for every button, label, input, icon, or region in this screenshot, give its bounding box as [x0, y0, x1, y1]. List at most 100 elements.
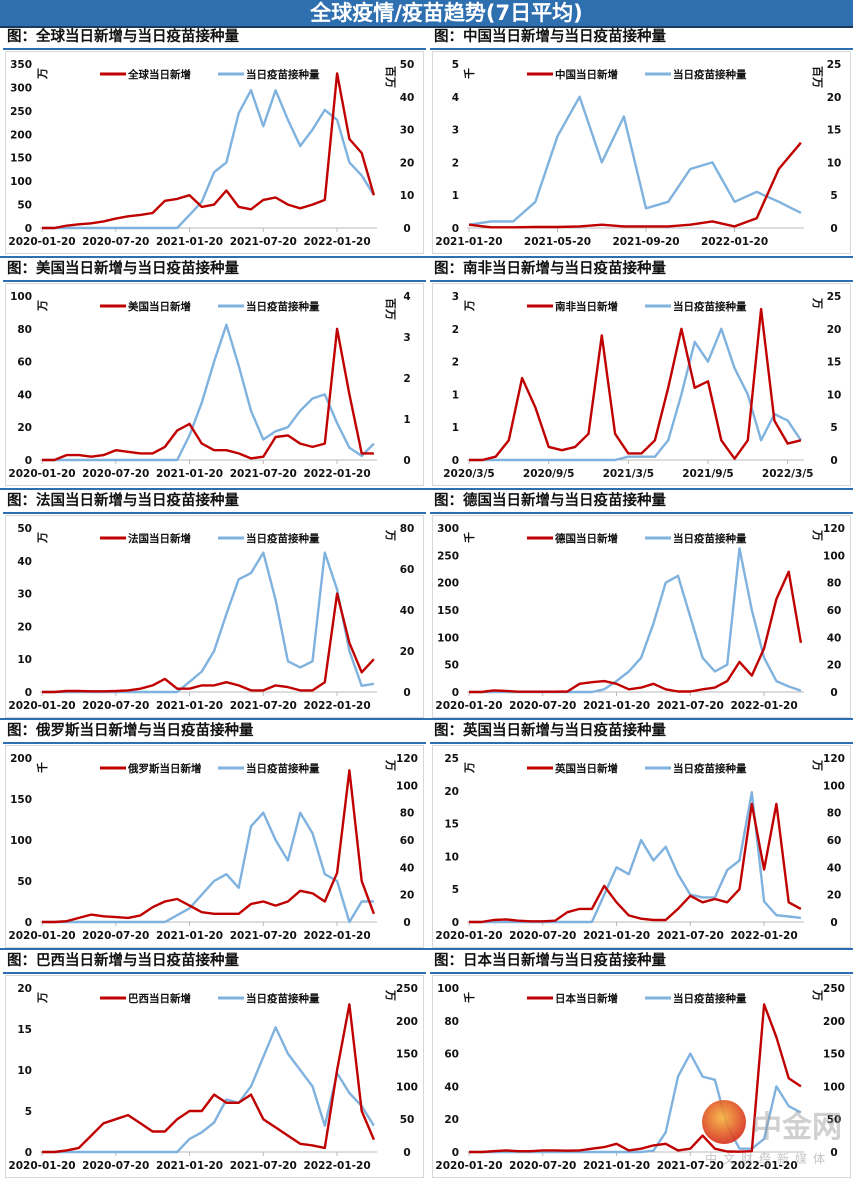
legend-label-cases: 英国当日新增 [554, 762, 618, 775]
chart-panel: 图：德国当日新增与当日疫苗接种量 2020-01-20 2020-07-20 2021… [430, 492, 853, 722]
legend-label-cases: 德国当日新增 [554, 532, 618, 545]
right-unit-label: 百万 [811, 66, 824, 88]
x-tick-label: 2021/9/5 [682, 468, 734, 480]
right-tick-label: 100 [396, 1081, 418, 1093]
x-tick-label: 2021-01-20 [156, 468, 223, 480]
left-tick-label: 25 [444, 753, 459, 765]
right-tick-label: 0 [403, 223, 410, 235]
chart-panel: 图：俄罗斯当日新增与当日疫苗接种量 2020-01-20 2020-07-20 202… [3, 722, 426, 952]
x-tick-label: 2021-01-20 [583, 700, 650, 712]
right-tick-label: 15 [827, 357, 842, 369]
right-unit-label: 百万 [384, 66, 397, 88]
x-tick-label: 2022-01-20 [730, 1160, 797, 1172]
x-tick-label: 2021/3/5 [603, 468, 655, 480]
left-tick-label: 100 [10, 176, 32, 188]
right-unit-label: 万 [811, 297, 824, 309]
x-tick-label: 2022-01-20 [303, 700, 370, 712]
left-unit-label: 千 [35, 762, 48, 775]
cases-series-line [469, 307, 802, 462]
legend-label-cases: 中国当日新增 [555, 68, 618, 81]
right-tick-label: 120 [823, 753, 845, 765]
cases-series-line [468, 141, 802, 229]
left-tick-label: 300 [10, 82, 32, 94]
right-tick-label: 50 [400, 1114, 415, 1126]
left-tick-label: 0 [25, 455, 32, 467]
x-tick-label: 2020-01-20 [8, 700, 75, 712]
right-tick-label: 20 [400, 646, 415, 658]
left-tick-label: 5 [25, 1106, 32, 1118]
x-tick-label: 2021-01-20 [156, 236, 223, 248]
left-tick-label: 3 [452, 291, 459, 303]
left-tick-label: 20 [444, 786, 459, 798]
right-tick-label: 0 [830, 455, 837, 467]
right-tick-label: 20 [827, 890, 842, 902]
chart-title: 图：法国当日新增与当日疫苗接种量 [7, 493, 239, 509]
chart-area: 2020-01-20 2020-07-20 2021-01-20 2021-07-20… [5, 515, 424, 718]
right-tick-label: 10 [827, 389, 842, 401]
title-underline [3, 972, 426, 974]
right-unit-label: 万 [384, 759, 397, 771]
chart-svg: 2020-01-20 2020-07-20 2021-01-20 2021-07-20… [8, 753, 418, 942]
x-tick-label: 2021-09-20 [612, 236, 679, 248]
left-tick-label: 200 [10, 129, 32, 141]
right-tick-label: 80 [827, 578, 842, 590]
x-tick-label: 2021-01-20 [156, 700, 223, 712]
legend-label-vaccine: 当日疫苗接种量 [246, 300, 320, 313]
chart-panel: 图：全球当日新增与当日疫苗接种量 2020-01-20 2020-07-20 2021… [3, 28, 426, 258]
right-tick-label: 0 [403, 1147, 410, 1159]
left-tick-label: 20 [17, 983, 32, 995]
right-tick-label: 0 [403, 687, 410, 699]
left-tick-label: 60 [444, 1049, 459, 1061]
left-tick-label: 5 [452, 59, 459, 71]
right-tick-label: 60 [400, 564, 415, 576]
left-tick-label: 40 [444, 1081, 459, 1093]
right-unit-label: 万 [811, 529, 824, 541]
left-tick-label: 200 [10, 753, 32, 765]
title-underline [430, 972, 853, 974]
legend-label-cases: 法国当日新增 [128, 532, 191, 545]
x-tick-label: 2022-01-20 [730, 930, 797, 942]
x-tick-label: 2020-01-20 [435, 1160, 502, 1172]
left-tick-label: 20 [17, 621, 32, 633]
row-divider [0, 256, 853, 258]
left-tick-label: 4 [452, 92, 459, 104]
right-unit-label: 万 [811, 989, 824, 1001]
x-tick-label: 2020-01-20 [435, 700, 502, 712]
legend-label-vaccine: 当日疫苗接种量 [673, 68, 747, 81]
right-tick-label: 40 [400, 605, 415, 617]
x-tick-label: 2020-07-20 [82, 930, 149, 942]
left-tick-label: 50 [17, 876, 32, 888]
right-tick-label: 4 [403, 291, 410, 303]
right-tick-label: 0 [403, 917, 410, 929]
right-unit-label: 万 [384, 989, 397, 1001]
left-unit-label: 万 [36, 299, 48, 313]
right-tick-label: 40 [400, 92, 415, 104]
x-tick-label: 2022-01-20 [730, 700, 797, 712]
left-unit-label: 万 [36, 531, 48, 545]
left-tick-label: 15 [444, 819, 459, 831]
chart-svg: 2020-01-20 2020-07-20 2021-01-20 2021-07-20… [435, 753, 845, 942]
right-tick-label: 40 [400, 862, 415, 874]
left-tick-label: 50 [17, 523, 32, 535]
chart-area: 2020-01-20 2020-07-20 2021-01-20 2021-07-20… [432, 515, 851, 718]
vaccine-series-line [468, 95, 802, 226]
legend-label-vaccine: 当日疫苗接种量 [246, 532, 320, 545]
right-tick-label: 0 [830, 1147, 837, 1159]
legend-label-vaccine: 当日疫苗接种量 [673, 532, 747, 545]
left-tick-label: 100 [10, 835, 32, 847]
x-tick-label: 2021-01-20 [156, 1160, 223, 1172]
x-tick-label: 2020-07-20 [82, 1160, 149, 1172]
x-tick-label: 2022/3/5 [762, 468, 814, 480]
right-tick-label: 0 [830, 687, 837, 699]
left-tick-label: 5 [452, 884, 459, 896]
x-tick-label: 2020-07-20 [82, 468, 149, 480]
chart-area: 2020/3/5 2020/9/5 2021/3/5 2021/9/5 2022/3/5… [432, 283, 851, 486]
right-tick-label: 80 [827, 808, 842, 820]
legend-label-vaccine: 当日疫苗接种量 [673, 300, 747, 313]
left-tick-label: 3 [452, 125, 459, 137]
right-tick-label: 200 [823, 1016, 845, 1028]
title-underline [3, 742, 426, 744]
chart-panel: 图：英国当日新增与当日疫苗接种量 2020-01-20 2020-07-20 2021… [430, 722, 853, 952]
right-tick-label: 40 [827, 862, 842, 874]
chart-panel: 图：法国当日新增与当日疫苗接种量 2020-01-20 2020-07-20 2021… [3, 492, 426, 722]
